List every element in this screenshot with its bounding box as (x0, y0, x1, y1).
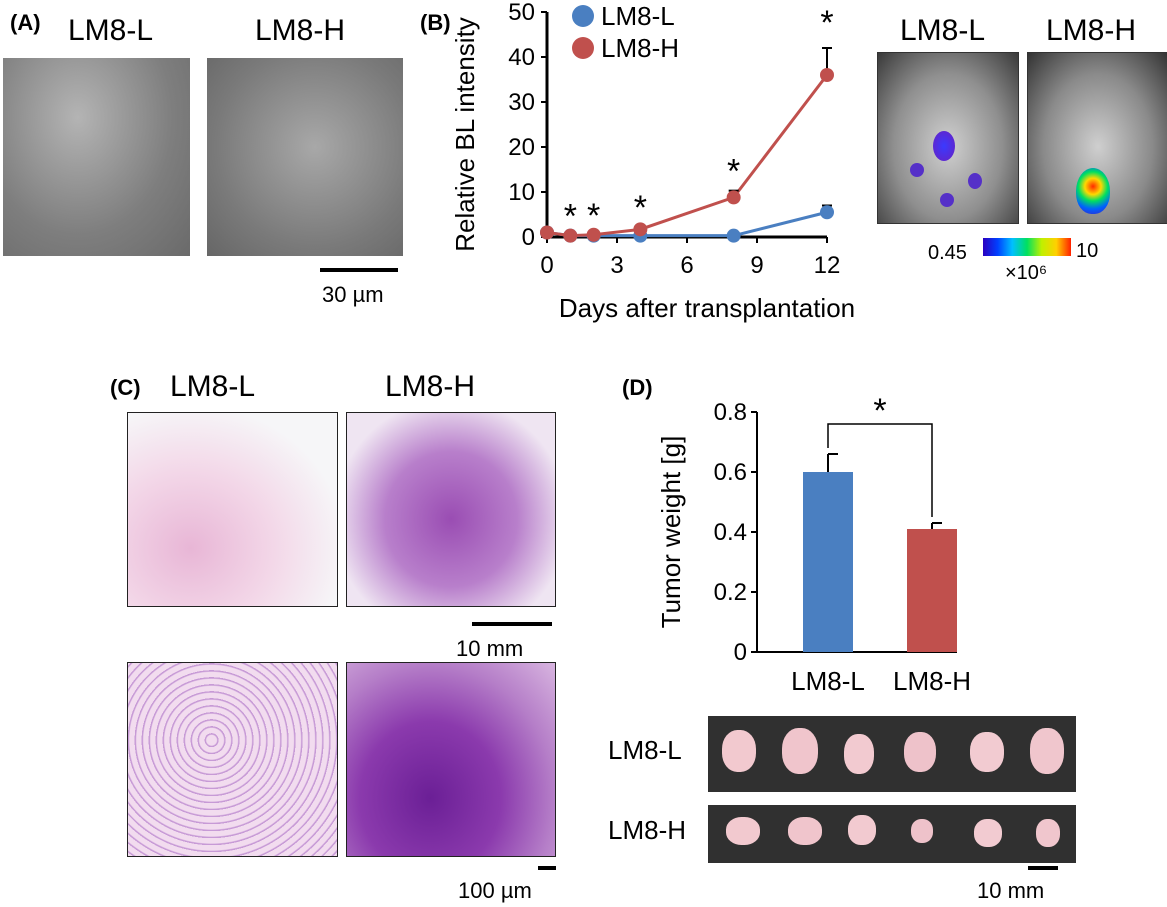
x-tick-label: 12 (814, 252, 841, 279)
x-tick-label: 3 (610, 252, 623, 279)
y-tick-label: 0.2 (714, 579, 747, 606)
cell-micrograph-lm8-h (207, 58, 403, 256)
lung-section-lm8-l (127, 412, 338, 607)
data-point (820, 68, 834, 82)
data-point (820, 205, 834, 220)
data-point (726, 228, 741, 243)
tumor-photo-lm8-l (708, 716, 1076, 792)
colorbar-unit-label: ×10⁶ (1005, 262, 1048, 284)
y-tick-label: 0.6 (714, 459, 747, 486)
histology-lm8-h (346, 662, 556, 857)
category-label: LM8-L (791, 666, 865, 696)
y-axis-label: Tumor weight [g] (656, 436, 686, 629)
panel-c-left-title: LM8-L (170, 370, 256, 403)
lung-section-lm8-h (346, 412, 556, 607)
colorbar-min-label: 0.45 (928, 242, 967, 264)
bl-intensity-chart: 0 10 20 30 40 50 0 3 6 9 12 Days after transplantat… (450, 0, 855, 323)
y-tick-label: 0.8 (714, 399, 747, 426)
tumor-row-label-lm8-l: LM8-L (608, 735, 682, 765)
significance-asterisk: * (587, 197, 600, 235)
panel-c-scale-label-top: 10 mm (456, 636, 524, 661)
imaging-left-title: LM8-L (900, 14, 986, 47)
bioluminescence-image-lm8-h (1027, 52, 1167, 224)
panel-c-label: (C) (110, 375, 141, 400)
panel-a-left-title: LM8-L (68, 14, 154, 47)
y-tick-label: 20 (508, 134, 535, 161)
significance-asterisk: * (727, 153, 740, 191)
significance-asterisk: * (873, 392, 886, 430)
data-point (633, 222, 648, 237)
colorbar-max-label: 10 (1076, 240, 1099, 262)
y-tick-label: 10 (508, 179, 535, 206)
y-tick-label: 0.4 (714, 519, 747, 546)
panel-a-label: (A) (10, 10, 41, 35)
histology-lm8-l (127, 662, 338, 857)
x-tick-label: 9 (750, 252, 763, 279)
y-tick-label: 30 (508, 89, 535, 116)
imaging-right-title: LM8-H (1046, 14, 1137, 47)
panel-b-label: (B) (420, 10, 451, 35)
y-axis-label: Relative BL intensity (450, 17, 480, 252)
data-point (586, 227, 601, 242)
significance-asterisk: * (634, 189, 647, 227)
significance-asterisk: * (564, 198, 577, 236)
significance-bracket (827, 423, 933, 517)
panel-c-scale-label-bottom: 100 µm (458, 878, 532, 903)
data-point (726, 190, 741, 205)
x-tick-label: 0 (540, 252, 553, 279)
panel-a-scale-label: 30 µm (322, 282, 384, 307)
tumor-photo-lm8-h (708, 805, 1076, 863)
category-label: LM8-H (893, 666, 970, 696)
legend-marker (572, 37, 594, 59)
panel-a-scale-bar (320, 268, 398, 272)
tumor-row-label-lm8-h: LM8-H (608, 815, 687, 845)
panel-c-scale-bar-top (472, 622, 552, 626)
legend-label: LM8-H (601, 33, 679, 63)
panel-a-right-title: LM8-H (255, 14, 346, 47)
significance-asterisk: * (820, 4, 833, 42)
x-tick-label: 6 (680, 252, 693, 279)
y-tick-label: 40 (508, 44, 535, 71)
panel-d-scale-bar (1028, 866, 1058, 870)
panel-d-label: (D) (622, 375, 653, 400)
legend-label: LM8-L (601, 1, 675, 31)
tumor-weight-chart: 0 0.2 0.4 0.6 0.8 Tumor weight [g] LM8-L LM8-H * (656, 392, 970, 696)
bioluminescence-image-lm8-l (877, 52, 1019, 224)
bar (907, 529, 957, 652)
x-axis-label: Days after transplantation (559, 293, 855, 323)
y-tick-label: 0 (734, 639, 747, 666)
legend-marker (572, 5, 594, 27)
cell-micrograph-lm8-l (3, 58, 190, 256)
colorbar (983, 238, 1071, 256)
panel-c-scale-bar-bottom (538, 866, 556, 870)
y-tick-label: 0 (522, 224, 535, 251)
data-point (540, 225, 554, 240)
data-point (563, 228, 578, 243)
panel-c-right-title: LM8-H (385, 370, 476, 403)
y-tick-label: 50 (508, 0, 535, 26)
bar (803, 472, 853, 652)
panel-d-scale-label: 10 mm (977, 878, 1045, 903)
